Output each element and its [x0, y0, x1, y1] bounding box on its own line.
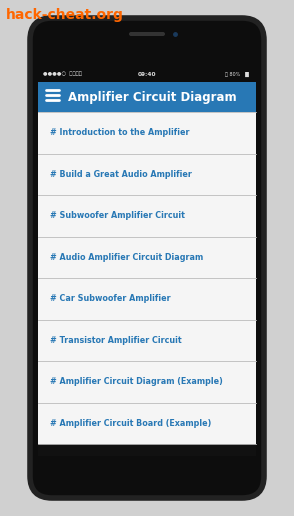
- Bar: [38, 153, 256, 195]
- FancyBboxPatch shape: [129, 32, 165, 36]
- Text: hack-cheat.org: hack-cheat.org: [6, 8, 124, 22]
- Bar: [38, 361, 256, 402]
- Bar: [38, 278, 256, 319]
- Text: ●●●●○  中国移动: ●●●●○ 中国移动: [43, 72, 82, 76]
- Text: Amplifier Circuit Diagram: Amplifier Circuit Diagram: [68, 90, 237, 104]
- Bar: [38, 319, 256, 361]
- Text: 09:40: 09:40: [138, 72, 156, 76]
- Bar: [38, 444, 256, 456]
- Text: # Build a Great Audio Amplifier: # Build a Great Audio Amplifier: [50, 170, 192, 179]
- Bar: [38, 402, 256, 444]
- FancyBboxPatch shape: [30, 18, 264, 498]
- Text: # Car Subwoofer Amplifier: # Car Subwoofer Amplifier: [50, 294, 171, 303]
- Text: 奈 80%  ▐▌: 奈 80% ▐▌: [225, 71, 251, 76]
- Bar: [38, 112, 256, 153]
- Text: # Subwoofer Amplifier Circuit: # Subwoofer Amplifier Circuit: [50, 211, 185, 220]
- Text: # Introduction to the Amplifier: # Introduction to the Amplifier: [50, 128, 190, 137]
- Text: # Amplifier Circuit Board (Example): # Amplifier Circuit Board (Example): [50, 419, 211, 428]
- Bar: [38, 66, 256, 82]
- Bar: [38, 82, 256, 112]
- Bar: [38, 236, 256, 278]
- Bar: [38, 66, 256, 444]
- Text: # Amplifier Circuit Diagram (Example): # Amplifier Circuit Diagram (Example): [50, 377, 223, 386]
- Bar: [38, 195, 256, 236]
- Text: # Audio Amplifier Circuit Diagram: # Audio Amplifier Circuit Diagram: [50, 253, 203, 262]
- Text: # Transistor Amplifier Circuit: # Transistor Amplifier Circuit: [50, 336, 182, 345]
